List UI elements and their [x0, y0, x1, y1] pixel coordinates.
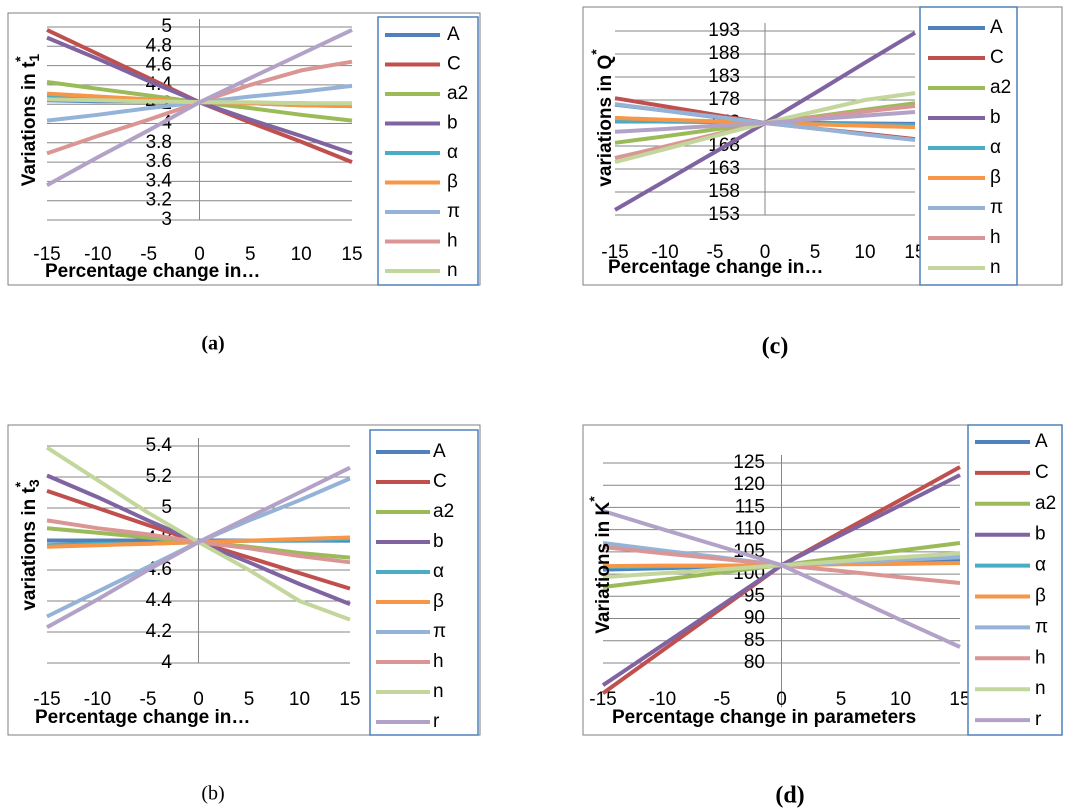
y-tick-label: 4.2	[146, 621, 172, 642]
y-axis-title-text: Variations in t	[19, 61, 40, 186]
legend-label: β	[990, 167, 1001, 188]
y-tick-label: 125	[733, 452, 765, 473]
y-axis-title-text: Variations in K	[593, 501, 614, 633]
y-tick-label: 120	[733, 474, 765, 495]
y-tick-label: 5	[161, 16, 172, 37]
y-axis-title-sub: 3	[26, 479, 42, 487]
x-axis-title: Percentage change in parameters	[612, 707, 916, 728]
legend-label: h	[1035, 647, 1046, 668]
y-tick-label: 115	[735, 496, 765, 517]
y-tick-label: 3.8	[146, 132, 172, 153]
legend-label: β	[447, 172, 458, 193]
legend-label: a2	[447, 83, 468, 104]
y-tick-label: 80	[744, 652, 765, 673]
y-axis-title-text: variations in Q	[595, 55, 616, 187]
legend-label: r	[433, 711, 440, 732]
y-tick-label: 178	[708, 89, 740, 110]
y-tick-label: 3	[161, 209, 172, 230]
legend-box	[370, 430, 478, 735]
caption: (b)	[201, 783, 224, 805]
legend-label: a2	[433, 501, 454, 522]
legend-label: A	[990, 17, 1003, 38]
legend-label: a2	[1035, 493, 1056, 514]
y-tick-label: 4.4	[146, 590, 173, 611]
legend-label: C	[990, 47, 1004, 68]
legend-label: n	[447, 260, 458, 281]
legend-label: α	[433, 561, 444, 582]
caption: (c)	[762, 334, 789, 360]
legend-label: h	[990, 227, 1001, 248]
legend-label: α	[1035, 555, 1046, 576]
caption: (d)	[775, 783, 804, 809]
x-axis-title: Percentage change in…	[45, 261, 260, 282]
x-tick-label: 10	[854, 242, 875, 263]
legend-label: h	[433, 651, 444, 672]
legend-label: A	[447, 24, 460, 45]
page: {"chart_data": [ {"type": "line", "capti…	[0, 0, 1073, 810]
legend-label: π	[990, 197, 1003, 218]
caption: (a)	[201, 333, 224, 355]
y-tick-label: 153	[708, 204, 740, 225]
legend-label: h	[447, 231, 458, 252]
y-axis-title-sup: *	[586, 496, 602, 502]
legend-label: b	[447, 113, 458, 134]
y-tick-label: 5	[161, 497, 172, 518]
legend-label: A	[1035, 431, 1048, 452]
y-axis-title-sup: *	[12, 481, 28, 487]
legend-label: b	[433, 531, 444, 552]
legend-label: A	[433, 441, 446, 462]
x-tick-label: 15	[341, 244, 362, 265]
x-axis-title: Percentage change in…	[608, 257, 823, 278]
y-tick-label: 4	[161, 652, 172, 673]
y-tick-label: 85	[744, 630, 765, 651]
legend-label: α	[990, 137, 1001, 158]
y-tick-label: 90	[744, 608, 765, 629]
x-tick-label: 10	[291, 244, 312, 265]
y-tick-label: 193	[708, 20, 740, 41]
y-tick-label: 163	[708, 158, 740, 179]
y-tick-label: 5.4	[146, 435, 173, 456]
y-tick-label: 158	[708, 181, 740, 202]
figure: 33.23.43.63.844.24.44.64.85-15-10-505101…	[0, 0, 1073, 810]
legend-label: r	[1035, 709, 1042, 730]
legend-label: n	[990, 257, 1001, 278]
legend-label: π	[1035, 616, 1048, 637]
y-tick-label: 5.2	[146, 466, 172, 487]
y-tick-label: 3.2	[146, 190, 172, 211]
legend-label: β	[1035, 586, 1046, 607]
legend-label: C	[433, 471, 447, 492]
y-axis-title-text: variations in t	[19, 486, 40, 610]
x-axis-title: Percentage change in…	[35, 707, 250, 728]
x-tick-label: 15	[339, 689, 360, 710]
y-tick-label: 110	[735, 519, 765, 540]
y-tick-label: 188	[708, 43, 740, 64]
legend-label: α	[447, 142, 458, 163]
legend-label: C	[447, 54, 461, 75]
legend-label: n	[433, 681, 444, 702]
y-tick-label: 183	[708, 66, 740, 87]
y-tick-label: 4.6	[146, 55, 172, 76]
legend-label: n	[1035, 678, 1046, 699]
legend-label: C	[1035, 462, 1049, 483]
legend-label: a2	[990, 77, 1011, 98]
legend-label: b	[1035, 524, 1046, 545]
y-axis-title-sup: *	[588, 49, 604, 55]
y-tick-label: 3.6	[146, 151, 172, 172]
chart: 44.24.44.64.855.25.4-15-10-5051015ACa2bα…	[8, 425, 480, 805]
y-axis-title-sup: *	[12, 56, 28, 62]
y-tick-label: 3.4	[146, 170, 173, 191]
legend-label: π	[447, 201, 460, 222]
legend-label: b	[990, 107, 1001, 128]
legend-label: π	[433, 621, 446, 642]
x-tick-label: 10	[289, 689, 310, 710]
y-tick-label: 4.8	[146, 35, 172, 56]
legend-label: β	[433, 591, 444, 612]
y-axis-title-sub: 1	[26, 54, 42, 62]
